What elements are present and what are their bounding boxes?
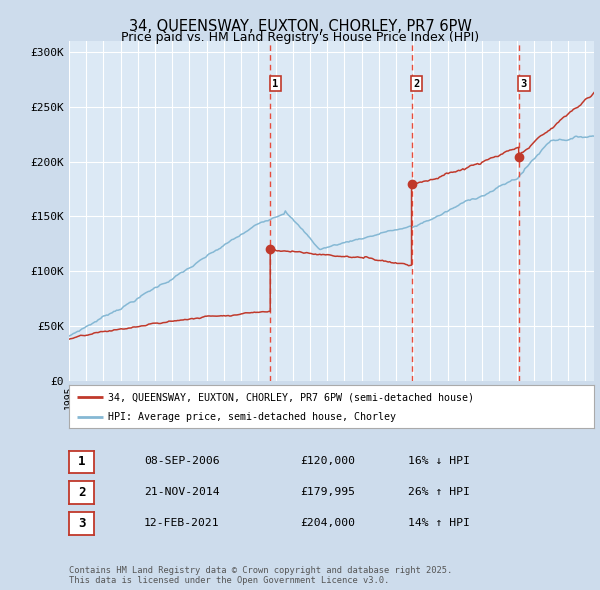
Text: 34, QUEENSWAY, EUXTON, CHORLEY, PR7 6PW (semi-detached house): 34, QUEENSWAY, EUXTON, CHORLEY, PR7 6PW … — [109, 392, 475, 402]
Text: £120,000: £120,000 — [300, 457, 355, 466]
Text: 14% ↑ HPI: 14% ↑ HPI — [408, 518, 470, 527]
Text: 26% ↑ HPI: 26% ↑ HPI — [408, 487, 470, 497]
Text: 21-NOV-2014: 21-NOV-2014 — [144, 487, 220, 497]
Text: 16% ↓ HPI: 16% ↓ HPI — [408, 457, 470, 466]
Text: 2: 2 — [413, 78, 420, 88]
Text: 3: 3 — [521, 78, 527, 88]
Text: HPI: Average price, semi-detached house, Chorley: HPI: Average price, semi-detached house,… — [109, 412, 397, 422]
Text: 3: 3 — [78, 517, 85, 530]
Text: 2: 2 — [78, 486, 85, 499]
Text: £179,995: £179,995 — [300, 487, 355, 497]
Text: 08-SEP-2006: 08-SEP-2006 — [144, 457, 220, 466]
Text: Contains HM Land Registry data © Crown copyright and database right 2025.
This d: Contains HM Land Registry data © Crown c… — [69, 566, 452, 585]
Text: 1: 1 — [272, 78, 278, 88]
Text: Price paid vs. HM Land Registry's House Price Index (HPI): Price paid vs. HM Land Registry's House … — [121, 31, 479, 44]
Text: £204,000: £204,000 — [300, 518, 355, 527]
Text: 1: 1 — [78, 455, 85, 468]
Text: 34, QUEENSWAY, EUXTON, CHORLEY, PR7 6PW: 34, QUEENSWAY, EUXTON, CHORLEY, PR7 6PW — [128, 19, 472, 34]
Text: 12-FEB-2021: 12-FEB-2021 — [144, 518, 220, 527]
